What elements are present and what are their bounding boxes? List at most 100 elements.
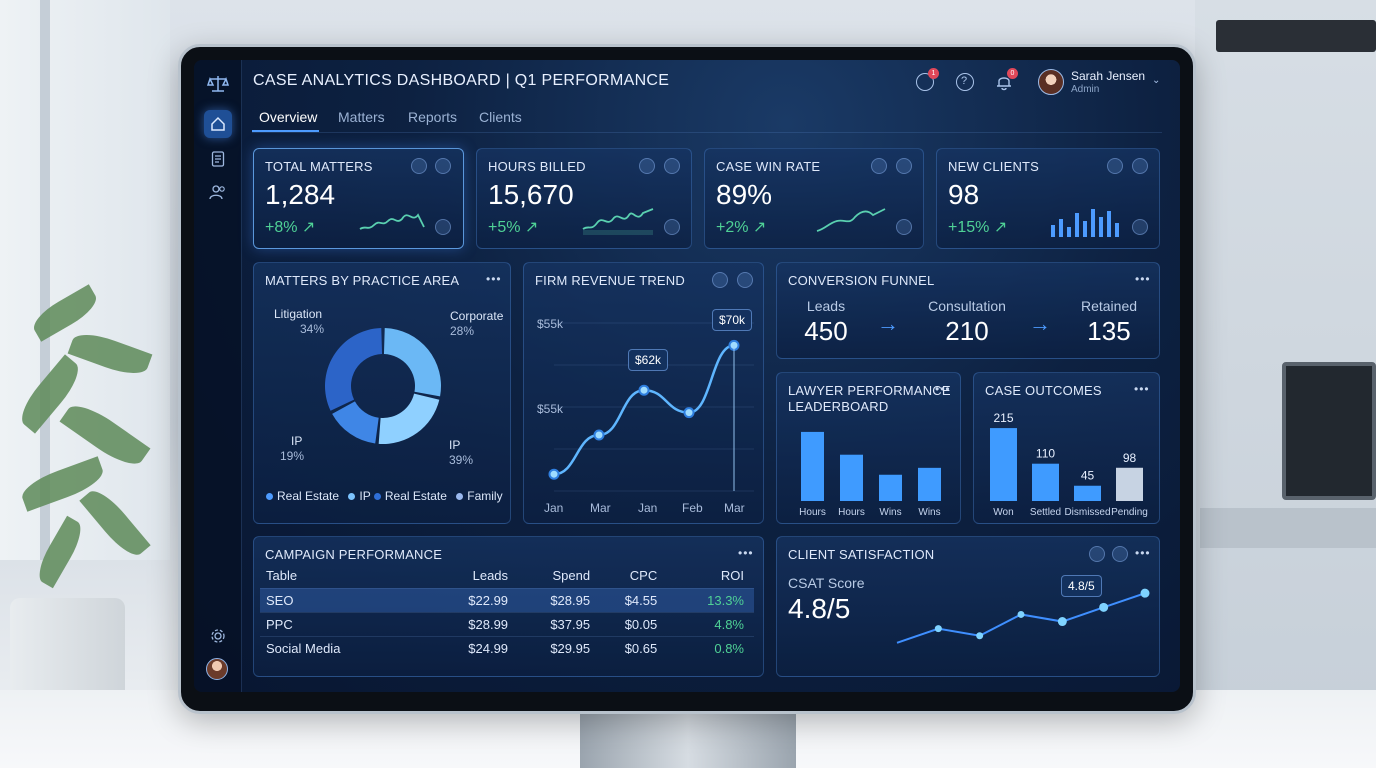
donut-slice[interactable]: [378, 393, 440, 444]
table-cell: $37.95: [508, 611, 591, 636]
slice-label-corporate: Corporate: [450, 309, 504, 323]
card-title: CLIENT SATISFACTION: [788, 547, 935, 562]
donut-slice[interactable]: [383, 328, 441, 397]
card-title: FIRM REVENUE TREND: [535, 273, 685, 288]
column-header[interactable]: CPC: [629, 568, 658, 584]
outcome-bar[interactable]: [1032, 463, 1059, 501]
more-options-icon[interactable]: •••: [486, 272, 502, 286]
document-icon[interactable]: [204, 145, 232, 173]
x-tick: Mar: [590, 501, 611, 515]
chart-icon[interactable]: [896, 219, 912, 235]
settings-icon[interactable]: [204, 622, 232, 650]
tab-overview[interactable]: Overview: [259, 109, 318, 125]
tab-clients[interactable]: Clients: [479, 109, 522, 125]
window-frame: [40, 0, 50, 560]
csat-point[interactable]: [1057, 617, 1067, 627]
bar-category-label: Settled: [1030, 507, 1061, 518]
csat-point[interactable]: [934, 625, 942, 633]
edit-icon[interactable]: [411, 158, 427, 174]
users-icon[interactable]: [204, 178, 232, 206]
csat-point[interactable]: [1099, 602, 1109, 612]
share-icon[interactable]: [1132, 158, 1148, 174]
chart-icon[interactable]: [1132, 219, 1148, 235]
more-options-icon[interactable]: •••: [935, 382, 951, 396]
table-cell: $4.55: [590, 587, 658, 612]
card-title: LAWYER PERFORMANCE: [788, 383, 951, 398]
table-row[interactable]: SEO $22.99 $28.95 $4.55 13.3%: [260, 587, 754, 612]
leaderboard-bar[interactable]: [918, 467, 941, 501]
bell-icon[interactable]: [996, 73, 1012, 96]
more-options-icon[interactable]: •••: [1135, 546, 1151, 560]
alert-icon[interactable]: [916, 73, 934, 91]
scales-logo-icon[interactable]: [204, 70, 232, 98]
leaderboard-bar[interactable]: [879, 474, 902, 501]
csat-point[interactable]: [1017, 610, 1025, 618]
revenue-point[interactable]: [638, 384, 650, 396]
leaderboard-card: LAWYER PERFORMANCE LEADERBOARD ••• Hours…: [776, 372, 961, 524]
legend-item: IP: [348, 489, 371, 503]
funnel-stage-label: Leads: [806, 298, 846, 314]
card-title: CASE OUTCOMES: [985, 383, 1102, 398]
clock-icon[interactable]: [664, 219, 680, 235]
revenue-trend-card: FIRM REVENUE TREND $55k $55k $62k $70k J…: [523, 262, 764, 524]
chevron-down-icon[interactable]: ⌄: [1152, 75, 1161, 86]
table-cell: $28.99: [425, 611, 509, 636]
revenue-point[interactable]: [683, 407, 695, 419]
more-options-icon[interactable]: •••: [1134, 382, 1150, 396]
csat-point[interactable]: [1140, 588, 1150, 598]
table-cell: $22.99: [425, 587, 509, 612]
kpi-card-total-matters[interactable]: TOTAL MATTERS 1,284 +8% ↗: [253, 148, 464, 249]
csat-point[interactable]: [976, 632, 984, 640]
outcome-bar[interactable]: [1074, 485, 1101, 501]
bar-value-label: 45: [1081, 469, 1095, 483]
revenue-point[interactable]: [593, 429, 605, 441]
trend-icon[interactable]: [1112, 546, 1128, 562]
column-header[interactable]: Spend: [552, 568, 591, 584]
user-avatar[interactable]: [1038, 69, 1064, 95]
bar-category-label: Hours: [838, 507, 865, 518]
table-cell: PPC: [260, 611, 426, 636]
outcome-bar[interactable]: [1116, 467, 1143, 501]
y-tick: $55k: [537, 317, 564, 331]
info-icon[interactable]: [664, 158, 680, 174]
tab-divider: [252, 132, 1162, 133]
leaderboard-bar[interactable]: [801, 431, 824, 501]
edit-icon[interactable]: [1107, 158, 1123, 174]
csat-series-line: [896, 592, 1146, 644]
funnel-stage-value: 450: [804, 316, 848, 346]
revenue-point[interactable]: [548, 468, 560, 480]
kpi-card-hours-billed[interactable]: HOURS BILLED 15,670 +5% ↗: [476, 148, 692, 249]
slice-pct-ip-2: 39%: [449, 453, 474, 467]
table-row[interactable]: Social Media $24.99 $29.95 $0.65 0.8%: [260, 635, 754, 660]
donut-slice[interactable]: [325, 328, 383, 411]
kpi-sparkline: [359, 213, 425, 230]
tab-matters[interactable]: Matters: [338, 109, 385, 125]
column-header[interactable]: ROI: [720, 568, 744, 584]
revenue-line-chart: [548, 322, 754, 492]
client-satisfaction-card: CLIENT SATISFACTION ••• CSAT Score 4.8/5…: [776, 536, 1160, 677]
expand-icon[interactable]: [737, 272, 753, 288]
tab-reports[interactable]: Reports: [408, 109, 458, 125]
help-icon[interactable]: ?: [956, 73, 974, 91]
leaderboard-bar[interactable]: [840, 454, 863, 501]
filter-icon[interactable]: [712, 272, 728, 288]
table-row[interactable]: PPC $28.99 $37.95 $0.05 4.8%: [260, 611, 754, 636]
sidebar-avatar[interactable]: [206, 658, 228, 680]
chart-icon[interactable]: [435, 219, 451, 235]
edit-icon[interactable]: [871, 158, 887, 174]
kpi-card-new-clients[interactable]: NEW CLIENTS 98 +15% ↗: [936, 148, 1160, 249]
more-options-icon[interactable]: •••: [738, 546, 754, 560]
column-header[interactable]: Table: [266, 568, 298, 584]
refresh-icon[interactable]: [639, 158, 655, 174]
column-header[interactable]: Leads: [472, 568, 509, 584]
kpi-card-case-win-rate[interactable]: CASE WIN RATE 89% +2% ↗: [704, 148, 924, 249]
outcome-bar[interactable]: [990, 428, 1017, 501]
donut-slice[interactable]: [332, 401, 379, 444]
home-icon[interactable]: [204, 110, 232, 138]
more-options-icon[interactable]: •••: [1135, 272, 1151, 286]
kpi-change: +5% ↗: [488, 219, 539, 236]
calendar-icon[interactable]: [1089, 546, 1105, 562]
share-icon[interactable]: [435, 158, 451, 174]
share-icon[interactable]: [896, 158, 912, 174]
bar-category-label: Pending: [1111, 507, 1148, 518]
